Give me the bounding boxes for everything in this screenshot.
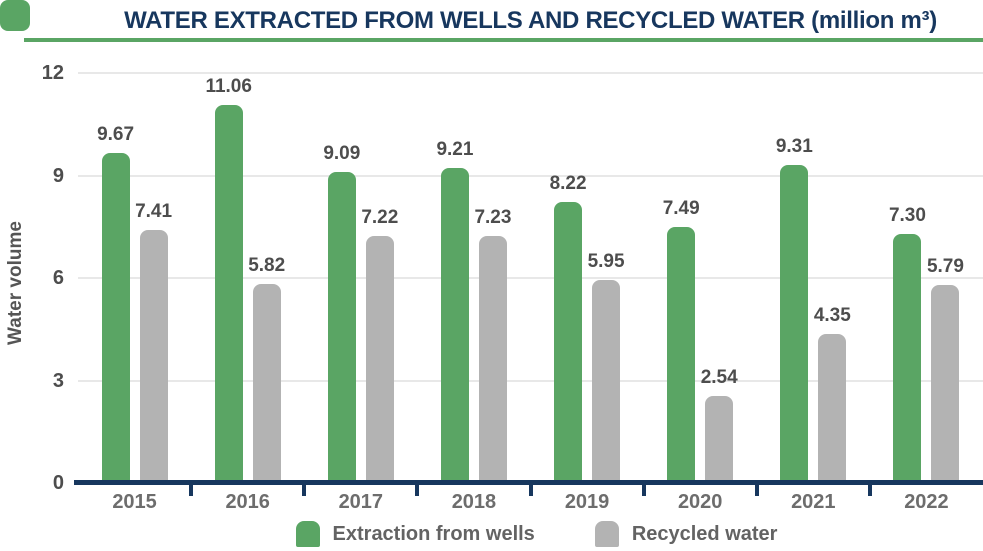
bar-recycled-water-2015: 7.41 (135, 201, 172, 483)
bar-extraction-from-wells-2017: 9.09 (323, 143, 360, 483)
bar-recycled-water-2019: 5.95 (588, 251, 625, 483)
gridline-6 (78, 277, 983, 279)
x-tick-label-2021: 2021 (791, 491, 836, 513)
plot-area: 9.67 7.41 2015 11.06 5.82 2016 9.09 7.22 2017 9.2… (74, 72, 983, 513)
x-tick-label-2019: 2019 (564, 491, 610, 513)
bar-value-extraction-from-wells-2016: 11.06 (205, 76, 252, 98)
bar-recycled-water-2022: 5.79 (927, 256, 964, 483)
y-tick-label-3: 3 (52, 369, 64, 392)
bar-value-extraction-from-wells-2020: 7.49 (662, 198, 700, 220)
bar-recycled-water-2017: 7.22 (361, 207, 398, 483)
bar-value-extraction-from-wells-2018: 9.21 (436, 139, 474, 161)
bar-value-extraction-from-wells-2017: 9.09 (323, 143, 361, 165)
legend-item-extraction-from-wells: Extraction from wells (295, 521, 535, 547)
bar-group-2022: 7.30 5.79 2022 (870, 73, 983, 513)
bar-group-2017: 9.09 7.22 2017 (304, 73, 417, 513)
bar-extraction-from-wells-2018: 9.21 (436, 139, 473, 483)
bar-value-recycled-water-2015: 7.41 (135, 200, 173, 222)
bar-extraction-from-wells-2016: 11.06 (205, 76, 252, 483)
header-accent-line (24, 38, 983, 42)
bar-value-recycled-water-2017: 7.22 (361, 207, 399, 229)
legend-label-recycled-water: Recycled water (631, 522, 778, 545)
bar-extraction-from-wells-2019: 8.22 (550, 173, 587, 483)
bar-group-2021: 9.31 4.35 2021 (757, 73, 870, 513)
legend: Extraction from wells Recycled water (45, 521, 983, 547)
y-tick-label-12: 12 (41, 62, 64, 84)
bar-value-recycled-water-2016: 5.82 (248, 255, 286, 277)
bar-value-extraction-from-wells-2021: 9.31 (775, 135, 813, 157)
x-tick-label-2016: 2016 (225, 491, 270, 513)
bar-group-2020: 7.49 2.54 2020 (644, 73, 757, 513)
bar-group-2015: 9.67 7.41 2015 (78, 73, 191, 513)
bar-value-extraction-from-wells-2019: 8.22 (549, 173, 587, 195)
y-tick-label-0: 0 (52, 472, 64, 494)
gridline-12 (78, 72, 983, 74)
bar-value-recycled-water-2019: 5.95 (587, 250, 625, 272)
gridline-9 (78, 174, 983, 177)
bar-extraction-from-wells-2022: 7.30 (889, 205, 926, 483)
bar-value-extraction-from-wells-2015: 9.67 (97, 123, 135, 145)
gridline-3 (78, 379, 983, 382)
legend-item-recycled-water: Recycled water (594, 521, 778, 547)
legend-marker-extraction-from-wells-icon (295, 521, 320, 547)
bar-group-2016: 11.06 5.82 2016 (191, 73, 304, 513)
bar-groups: 9.67 7.41 2015 11.06 5.82 2016 9.09 7.22 2017 9.2… (78, 73, 983, 513)
x-axis-line (74, 480, 983, 485)
x-tick-label-2020: 2020 (677, 491, 723, 513)
x-tick-label-2018: 2018 (451, 491, 497, 513)
bar-value-recycled-water-2020: 2.54 (700, 367, 738, 389)
bar-extraction-from-wells-2021: 9.31 (776, 136, 813, 483)
bar-value-extraction-from-wells-2022: 7.30 (888, 204, 926, 226)
x-tick-label-2022: 2022 (904, 491, 949, 513)
bar-value-recycled-water-2018: 7.23 (474, 207, 512, 228)
x-tick-label-2017: 2017 (338, 491, 384, 513)
bar-value-recycled-water-2022: 5.79 (926, 256, 964, 278)
x-tick-label-2015: 2015 (112, 491, 157, 513)
header-tab-icon (0, 0, 30, 31)
bar-group-2019: 8.22 5.95 2019 (531, 73, 644, 513)
bar-group-2018: 9.21 7.23 2018 (417, 73, 530, 513)
y-tick-label-9: 9 (52, 164, 64, 187)
legend-label-extraction-from-wells: Extraction from wells (332, 522, 535, 545)
bar-value-recycled-water-2021: 4.35 (813, 305, 851, 327)
y-tick-label-6: 6 (52, 267, 64, 289)
bar-extraction-from-wells-2015: 9.67 (97, 124, 134, 483)
chart-title: WATER EXTRACTED FROM WELLS AND RECYCLED … (124, 7, 937, 34)
bar-recycled-water-2018: 7.23 (474, 207, 511, 483)
bar-recycled-water-2021: 4.35 (814, 305, 851, 483)
bar-recycled-water-2020: 2.54 (701, 367, 738, 483)
bar-extraction-from-wells-2020: 7.49 (663, 198, 700, 483)
bar-recycled-water-2016: 5.82 (248, 255, 285, 483)
legend-marker-recycled-water-icon (594, 521, 619, 547)
